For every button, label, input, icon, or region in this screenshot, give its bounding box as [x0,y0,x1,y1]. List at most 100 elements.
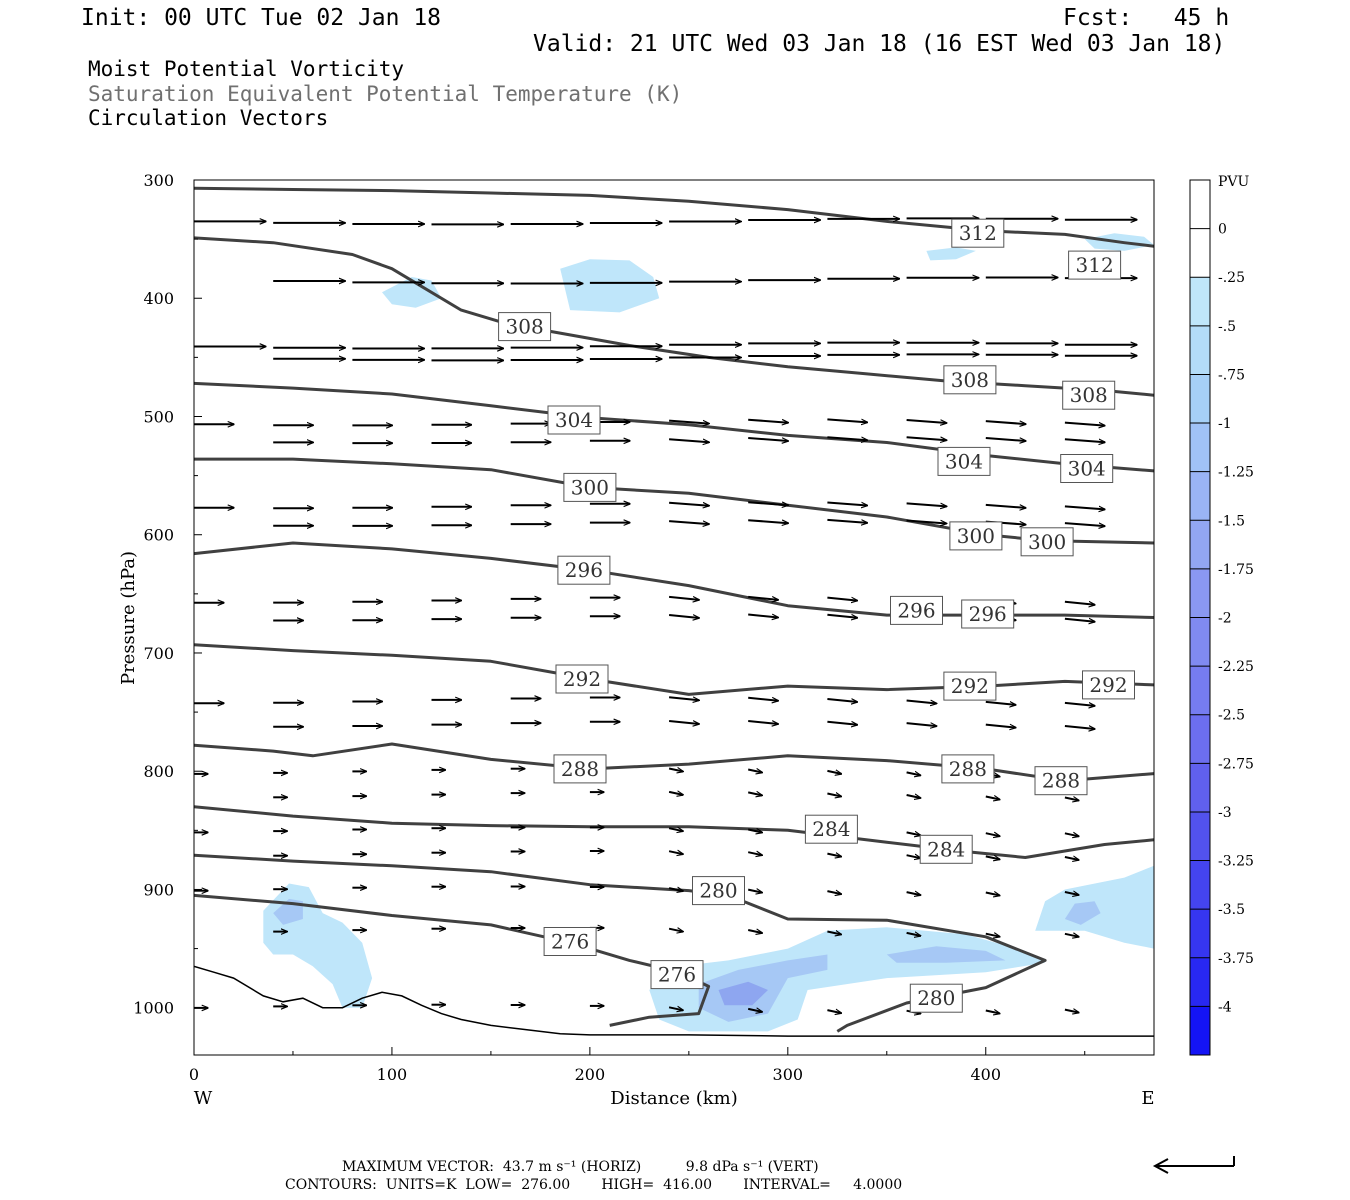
vector-arrow [1064,617,1095,622]
svg-text:284: 284 [812,817,850,841]
svg-text:304: 304 [1068,457,1106,481]
vector-arrow [1064,600,1095,605]
vector-arrow [827,698,857,702]
vector-arrow [748,519,788,523]
colorbar-swatch [1190,471,1210,521]
x-end-label-east: E [1141,1088,1154,1109]
contour-label-312: 312 [1068,250,1122,280]
vector-arrow [827,518,867,523]
vector-arrow [985,893,1000,896]
contour-308 [194,236,1154,397]
colorbar-swatch [1190,568,1210,618]
vector-arrow [668,792,683,795]
svg-text:292: 292 [1089,673,1127,697]
vector-arrow [906,519,947,524]
vector-arrow [669,419,709,424]
vector-arrow [1064,421,1105,426]
y-tick-label: 500 [143,407,174,426]
vector-arrow [669,696,699,700]
vector-arrow [669,720,699,724]
vector-arrow [985,437,1026,441]
vector-arrow [748,613,778,618]
mpv-shade-11 [718,981,768,1006]
contour-label-296: 296 [890,595,943,625]
vector-arrow [668,769,683,772]
contour-label-304: 304 [937,446,991,476]
field-title-mpv: Moist Potential Vorticity [88,57,405,81]
colorbar-swatch [1190,228,1210,278]
vector-arrow [827,794,841,797]
svg-text:300: 300 [571,475,609,499]
vector-arrow [1064,892,1079,895]
contour-304 [194,381,1154,473]
svg-text:288: 288 [1042,769,1080,793]
colorbar-label: -4 [1218,999,1232,1015]
contour-label-308: 308 [498,312,552,342]
contour-label-284: 284 [804,814,858,844]
colorbar-label: -1 [1218,416,1232,432]
svg-text:280: 280 [699,879,737,903]
vector-arrow [1064,505,1105,509]
vector-arrow [906,795,921,798]
vector-arrow [906,832,921,835]
svg-text:296: 296 [565,558,603,582]
colorbar-swatch [1190,909,1210,959]
colorbar-label: -2.75 [1218,756,1254,772]
y-tick-label: 400 [143,289,174,308]
contour-label-312: 312 [951,218,1005,248]
colorbar-swatch [1190,714,1210,764]
mpv-shade-3 [560,259,660,313]
mpv-shade-8 [886,946,1006,963]
vector-arrow [668,888,683,891]
field-title-vectors: Circulation Vectors [88,106,329,130]
vector-arrow [748,501,788,505]
contour-label-292: 292 [1082,670,1135,700]
x-tick-label: 300 [773,1065,804,1084]
vector-arrow [1064,833,1079,836]
x-tick-label: 200 [575,1065,606,1084]
x-end-label-west: W [194,1088,213,1109]
colorbar-swatch [1190,957,1210,1007]
vector-arrow [906,722,937,726]
svg-text:276: 276 [551,930,589,954]
vector-arrow [827,932,841,935]
mpv-shade-2 [382,277,442,308]
vector-arrow [1064,934,1079,937]
svg-text:288: 288 [561,757,599,781]
colorbar-swatch [1190,325,1210,375]
colorbar-label: -1.5 [1218,513,1245,529]
vector-arrow [906,855,921,858]
contour-label-288: 288 [1034,766,1088,796]
vector-arrow [985,503,1026,508]
contour-312 [194,186,1154,248]
vector-arrow [985,797,1000,800]
terrain-line [194,965,1154,1037]
svg-text:308: 308 [951,368,989,392]
contour-label-300: 300 [563,472,617,502]
terrain [194,965,1154,1037]
contour-label-296: 296 [557,555,611,585]
colorbar-swatch [1190,860,1210,910]
colorbar-label: -1.75 [1218,562,1254,578]
contour-288 [194,742,1154,783]
colorbar-label: 0 [1218,222,1227,238]
vector-arrow [985,700,1016,705]
vector-arrow [747,1009,762,1012]
vector-arrow [827,891,841,894]
vector-arrow [827,1010,841,1013]
vector-arrow [669,595,699,600]
max-vector-note: MAXIMUM VECTOR: 43.7 m s⁻¹ (HORIZ) 9.8 d… [342,1159,819,1175]
colorbar-swatch [1190,811,1210,862]
plot-frame [193,179,1155,1056]
svg-text:308: 308 [506,315,544,339]
vector-arrow [985,934,1000,937]
colorbar-label: -2 [1218,611,1232,627]
contour-label-276: 276 [543,927,597,956]
vector-arrow [669,438,709,442]
vector-arrow [985,856,1000,859]
vector-arrow [1064,857,1079,860]
mpv-shade-10 [1064,901,1101,925]
colorbar-label: -.25 [1218,270,1245,286]
vector-arrow [668,929,683,932]
